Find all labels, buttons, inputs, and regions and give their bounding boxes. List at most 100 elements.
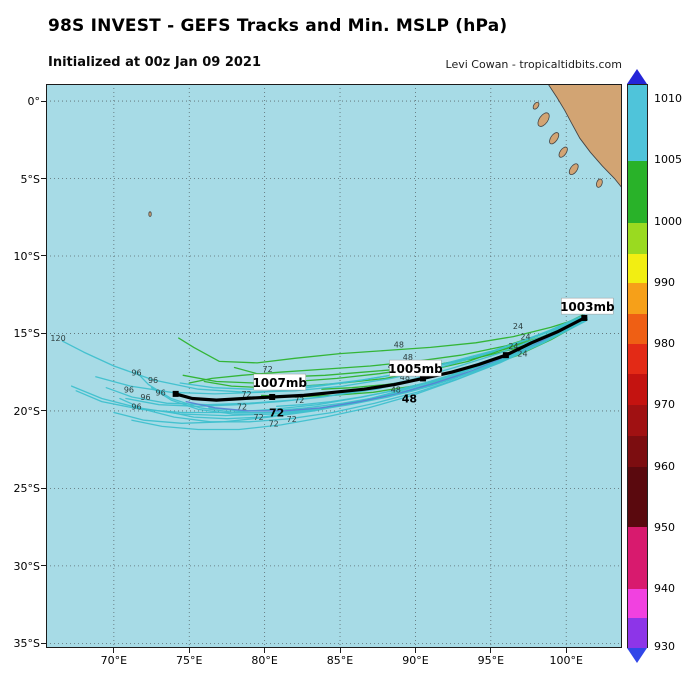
y-tick-mark	[41, 178, 46, 180]
hour-annotation: 24	[508, 342, 518, 351]
y-tick-mark	[41, 487, 46, 489]
mean-track	[174, 316, 586, 402]
ensemble-track	[119, 318, 585, 423]
y-tick-mark	[41, 255, 46, 257]
colorbar-segment	[628, 314, 647, 345]
x-tick-label: 85°E	[326, 654, 354, 667]
ensemble-track	[125, 315, 585, 407]
colorbar-tick-label: 1005	[654, 153, 682, 167]
chart-subtitle: Initialized at 00z Jan 09 2021	[48, 55, 262, 70]
pressure-label: 1003mb	[560, 300, 615, 314]
hour-annotation: 48	[400, 373, 410, 382]
colorbar	[627, 84, 648, 648]
hour-annotation: 96	[148, 376, 158, 385]
y-tick-label: 10°S	[13, 249, 40, 263]
y-tick-mark	[41, 565, 46, 567]
colorbar-tick-label: 1000	[654, 214, 682, 228]
x-tick-mark	[113, 648, 115, 653]
colorbar-tick-label: 970	[654, 398, 675, 412]
landmass-sumatra	[547, 84, 622, 189]
x-tick-mark	[339, 648, 341, 653]
hour-annotation: 96	[140, 393, 150, 402]
mean-hour-label: 72	[269, 406, 284, 419]
island	[148, 211, 152, 217]
x-tick-mark	[490, 648, 492, 653]
colorbar-segment	[628, 160, 647, 224]
x-tick-mark	[414, 648, 416, 653]
colorbar-segment	[628, 405, 647, 437]
colorbar-tick-label: 940	[654, 582, 675, 596]
island	[532, 101, 540, 110]
colorbar-segment	[628, 283, 647, 315]
island	[537, 112, 550, 127]
y-tick-mark	[41, 642, 46, 644]
hour-annotation: 24	[513, 322, 523, 331]
y-tick-label: 0°	[27, 95, 41, 109]
ensemble-track	[182, 317, 587, 384]
hour-annotation: 48	[391, 385, 401, 394]
y-tick-mark	[41, 100, 46, 102]
chart-credit: Levi Cowan - tropicaltidbits.com	[445, 58, 622, 71]
hour-annotation: 96	[124, 385, 134, 394]
colorbar-tick-label: 930	[654, 640, 675, 654]
hour-annotation: 72	[287, 415, 297, 424]
colorbar-tick-label: 980	[654, 337, 675, 350]
y-tick-label: 25°S	[13, 482, 40, 496]
hour-annotation: 72	[254, 413, 264, 422]
pressure-label-box	[389, 359, 442, 377]
x-tick-label: 95°E	[477, 654, 505, 667]
colorbar-segment	[628, 85, 647, 162]
x-tick-mark	[264, 648, 266, 653]
colorbar-tick-label: 960	[654, 459, 675, 473]
y-tick-label: 35°S	[13, 637, 40, 651]
y-tick-label: 30°S	[13, 559, 40, 573]
map-plot: 2424242448484848487272727272727296969696…	[46, 84, 622, 648]
y-tick-mark	[41, 332, 46, 334]
x-tick-label: 70°E	[100, 654, 128, 667]
hour-annotation: 96	[131, 368, 141, 377]
hour-annotation: 72	[294, 396, 304, 405]
colorbar-segment	[628, 344, 647, 376]
x-tick-label: 100°E	[549, 654, 583, 667]
ensemble-track	[61, 315, 585, 393]
mean-track-marker	[502, 352, 509, 359]
hour-annotation: 72	[269, 419, 279, 428]
hour-annotation: 120	[50, 334, 65, 343]
x-tick-mark	[188, 648, 190, 653]
ensemble-track	[178, 315, 587, 364]
hour-annotation: 72	[237, 402, 247, 411]
ocean	[46, 84, 622, 648]
colorbar-segment	[628, 222, 647, 255]
colorbar-segment	[628, 466, 647, 528]
hour-annotation: 72	[241, 390, 251, 399]
x-tick-label: 90°E	[402, 654, 429, 667]
colorbar-segment	[628, 374, 647, 406]
colorbar-arrow-top	[627, 69, 647, 84]
hour-annotation: 48	[394, 340, 404, 349]
mean-track-marker	[419, 375, 426, 382]
hour-annotation: 24	[520, 333, 530, 342]
hour-annotation: 96	[131, 402, 141, 411]
pressure-label: 1007mb	[252, 376, 307, 390]
mean-hour-label: 48	[402, 393, 417, 406]
ensemble-track	[150, 317, 585, 415]
y-tick-mark	[41, 410, 46, 412]
x-tick-mark	[565, 648, 567, 653]
island	[596, 178, 603, 188]
ensemble-track	[131, 318, 587, 431]
colorbar-tick-label: 990	[654, 276, 675, 290]
y-tick-label: 15°S	[13, 327, 40, 341]
colorbar-tick-label: 1010	[654, 92, 682, 106]
colorbar-segment	[628, 588, 647, 619]
island	[558, 146, 568, 158]
hour-annotation: 48	[403, 353, 413, 362]
colorbar-segment	[628, 253, 647, 284]
pressure-label-box	[561, 297, 614, 315]
pressure-label-box	[253, 373, 306, 391]
hour-annotation: 72	[263, 365, 273, 374]
x-tick-label: 75°E	[176, 654, 203, 667]
colorbar-tick-label: 950	[654, 520, 675, 534]
colorbar-segment	[628, 617, 647, 648]
colorbar-arrow-bottom	[627, 648, 647, 663]
